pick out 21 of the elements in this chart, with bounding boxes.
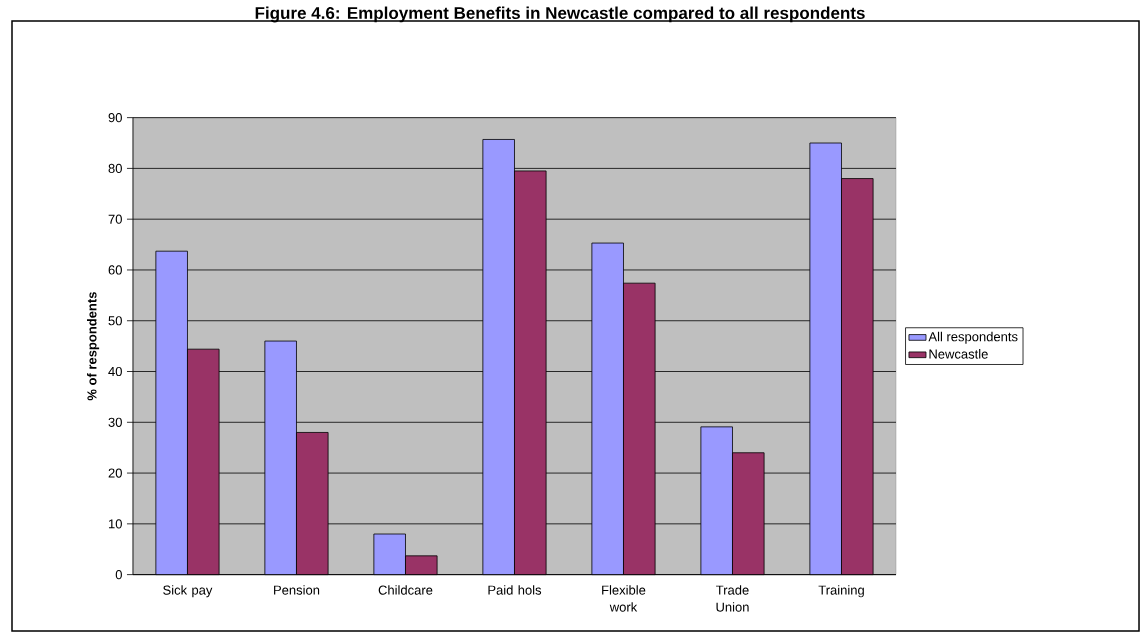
y-axis-title: % of respondents xyxy=(87,292,100,401)
x-tick-label: Training xyxy=(818,585,864,598)
x-tick-label: Sick pay xyxy=(163,585,213,598)
y-tick-label: 20 xyxy=(108,468,122,478)
y-tick-label: 80 xyxy=(108,163,122,174)
legend-label: All respondents xyxy=(928,331,1018,344)
y-tick-label: 50 xyxy=(108,316,122,326)
x-tick-label: Pension xyxy=(274,585,320,595)
y-tick-label: 10 xyxy=(108,519,122,529)
chart-title: Figure 4.6: Employment Benefits in Newcastle compared to all respondents xyxy=(255,6,865,23)
x-tick-label: Paid hols xyxy=(488,585,542,595)
legend-label: Newcastle xyxy=(929,349,988,359)
y-tick-label: 40 xyxy=(108,366,122,377)
y-tick-label: 70 xyxy=(108,214,122,224)
y-tick-label: 90 xyxy=(108,113,122,123)
y-tick-label: 0 xyxy=(115,570,122,580)
y-tick-label: 30 xyxy=(108,417,122,427)
y-tick-label: 60 xyxy=(108,265,122,275)
x-tick-label: Trade Union xyxy=(716,585,749,612)
x-tick-label: Flexible work xyxy=(602,585,646,612)
x-tick-label: Childcare xyxy=(378,585,433,595)
